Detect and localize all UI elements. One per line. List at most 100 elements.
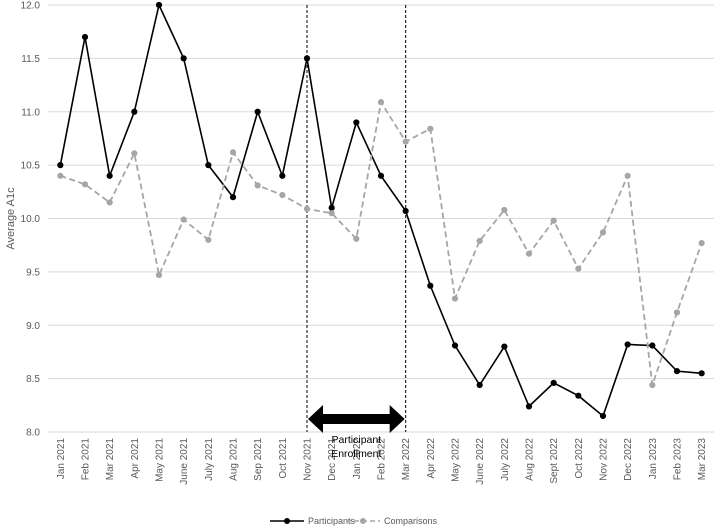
data-point bbox=[476, 237, 483, 245]
x-tick-label: Mar 2022 bbox=[401, 438, 412, 481]
y-tick-label: 11.5 bbox=[21, 54, 40, 65]
x-tick-label: Dec 2021 bbox=[327, 438, 338, 481]
x-tick-label: Dec 2022 bbox=[623, 438, 634, 481]
data-point bbox=[205, 162, 212, 169]
series-participants bbox=[57, 1, 705, 420]
x-tick-label: Nov 2021 bbox=[303, 438, 314, 481]
data-point bbox=[279, 172, 286, 179]
data-point bbox=[180, 55, 187, 62]
x-tick-label: Jan 2021 bbox=[56, 438, 67, 480]
data-point bbox=[550, 217, 557, 224]
legend-label: Comparisons bbox=[384, 516, 438, 526]
x-tick-label: Aug 2022 bbox=[525, 438, 536, 481]
x-axis-ticks: Jan 2021 Feb 2021 Mar 2021 Apr 2021 May 2021… bbox=[56, 438, 708, 485]
data-point bbox=[353, 235, 360, 242]
data-point bbox=[303, 205, 311, 212]
data-point bbox=[476, 381, 483, 389]
x-tick-label: Apr 2022 bbox=[426, 438, 437, 479]
y-axis-ticks: 8.0 8.5 9.0 9.5 10.0 10.5 11.0 11.5 12.0 bbox=[21, 1, 41, 439]
legend: Participants Comparisons bbox=[270, 516, 438, 526]
legend-marker bbox=[284, 518, 290, 524]
series-comparisons bbox=[57, 99, 705, 389]
data-point bbox=[57, 162, 64, 169]
data-point bbox=[402, 138, 409, 145]
data-point bbox=[698, 370, 705, 377]
legend-label: Participants bbox=[308, 516, 356, 526]
data-point bbox=[402, 207, 409, 215]
data-point bbox=[81, 181, 89, 188]
x-tick-label: Mar 2023 bbox=[697, 438, 708, 481]
data-point bbox=[525, 250, 533, 257]
y-tick-label: 10.5 bbox=[21, 161, 41, 172]
legend-marker bbox=[360, 518, 366, 524]
data-point bbox=[427, 125, 434, 132]
data-point bbox=[673, 309, 681, 316]
y-tick-label: 8.0 bbox=[26, 428, 40, 439]
data-point bbox=[624, 172, 631, 179]
data-point bbox=[673, 368, 681, 375]
enrollment-annotation: Participant Enrollment bbox=[306, 5, 407, 460]
data-point bbox=[229, 194, 237, 201]
y-tick-label: 9.5 bbox=[26, 267, 40, 278]
x-tick-label: Feb 2022 bbox=[377, 438, 388, 481]
data-point bbox=[106, 199, 113, 206]
data-point bbox=[131, 150, 138, 157]
x-tick-label: Oct 2021 bbox=[278, 438, 289, 479]
x-tick-label: Aug 2021 bbox=[229, 438, 240, 481]
series-group bbox=[57, 1, 705, 420]
x-tick-label: Jan 2022 bbox=[352, 438, 363, 480]
data-point bbox=[575, 265, 582, 272]
data-point bbox=[501, 206, 508, 214]
data-point bbox=[649, 381, 656, 389]
double-arrow-icon bbox=[308, 405, 405, 433]
data-point bbox=[377, 172, 385, 179]
y-axis-title: Average A1c bbox=[5, 187, 17, 250]
x-tick-label: June 2021 bbox=[179, 438, 190, 485]
data-point bbox=[106, 172, 113, 179]
data-point bbox=[254, 108, 261, 115]
data-point bbox=[155, 271, 163, 279]
data-point bbox=[155, 1, 163, 9]
x-tick-label: May 2021 bbox=[155, 438, 166, 482]
data-point bbox=[427, 282, 434, 289]
data-point bbox=[377, 99, 385, 106]
y-tick-label: 12.0 bbox=[21, 1, 41, 12]
data-point bbox=[451, 295, 459, 302]
enrollment-label-line1: Participant bbox=[332, 434, 382, 446]
x-tick-label: July 2022 bbox=[500, 438, 511, 481]
data-point bbox=[205, 236, 212, 243]
data-point bbox=[303, 55, 311, 62]
data-point bbox=[328, 210, 335, 217]
y-tick-label: 11.0 bbox=[21, 107, 40, 118]
data-point bbox=[57, 172, 64, 179]
x-tick-label: Apr 2021 bbox=[130, 438, 141, 479]
x-tick-label: Feb 2023 bbox=[673, 438, 684, 481]
data-point bbox=[131, 108, 138, 115]
data-point bbox=[599, 412, 607, 420]
x-tick-label: May 2022 bbox=[451, 438, 462, 482]
data-point bbox=[229, 149, 237, 156]
x-tick-label: Oct 2022 bbox=[574, 438, 585, 479]
x-tick-label: Feb 2021 bbox=[81, 438, 92, 481]
data-point bbox=[575, 392, 582, 399]
enrollment-label-line2: Enrollment bbox=[331, 448, 381, 460]
data-point bbox=[254, 182, 261, 189]
data-point bbox=[649, 342, 656, 349]
data-point bbox=[624, 341, 631, 348]
x-tick-label: Nov 2022 bbox=[599, 438, 610, 481]
data-point bbox=[698, 239, 705, 247]
x-tick-label: July 2021 bbox=[204, 438, 215, 481]
series-line bbox=[60, 99, 703, 386]
data-point bbox=[525, 403, 533, 410]
data-point bbox=[451, 342, 459, 349]
x-tick-label: Jan 2023 bbox=[648, 438, 659, 480]
gridlines bbox=[48, 4, 714, 433]
data-point bbox=[328, 204, 335, 211]
data-point bbox=[550, 379, 557, 386]
x-tick-label: Sept 2022 bbox=[549, 438, 560, 484]
data-point bbox=[180, 216, 187, 223]
x-tick-label: Sep 2021 bbox=[253, 438, 264, 481]
x-tick-label: June 2022 bbox=[475, 438, 486, 485]
